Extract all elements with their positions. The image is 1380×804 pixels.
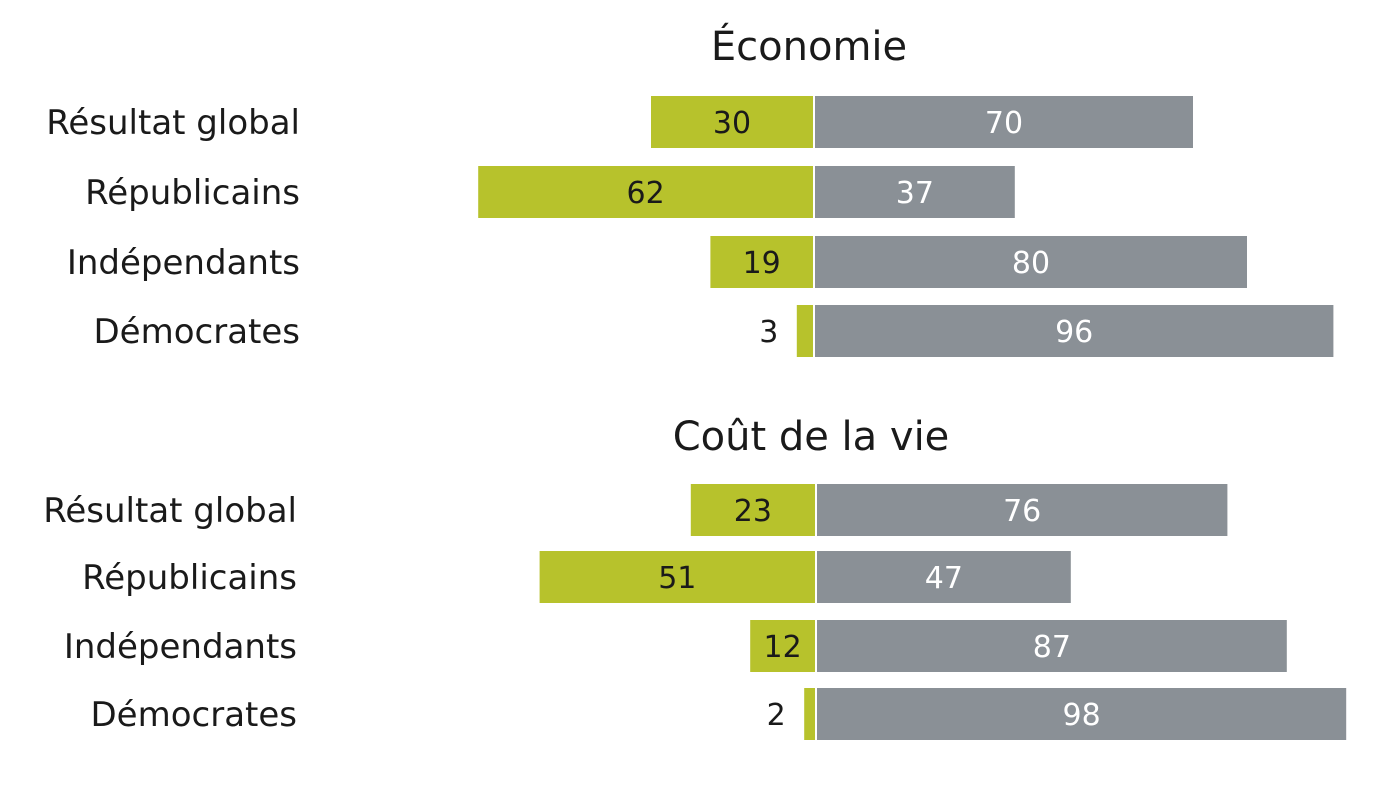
bar-left-label: 12 (764, 630, 802, 665)
category-label: Démocrates (91, 695, 298, 735)
bar-left (796, 305, 813, 357)
bar-right (817, 551, 1071, 603)
category-label: Indépendants (64, 627, 297, 667)
bar-left-label: 62 (627, 176, 665, 211)
bar-right (815, 166, 1015, 218)
bar-right-label: 80 (1012, 246, 1050, 281)
bar-right (815, 96, 1193, 148)
chart-title: Coût de la vie (673, 414, 950, 460)
category-label: Indépendants (67, 243, 300, 283)
bar-left-label: 51 (658, 561, 696, 596)
bar-right (815, 305, 1334, 357)
category-label: Résultat global (46, 103, 300, 143)
bar-left (690, 484, 815, 536)
bar-right-label: 37 (896, 176, 934, 211)
bar-right-label: 98 (1063, 698, 1101, 733)
bar-left (651, 96, 813, 148)
bar-left (750, 620, 815, 672)
bar-right-label: 47 (925, 561, 963, 596)
category-label: Républicains (82, 558, 297, 598)
chart-panel-1: Économie Résultat global 30 70 Républicains 6… (46, 22, 1334, 357)
bar-left-label: 19 (743, 246, 781, 281)
category-label: Démocrates (94, 312, 301, 352)
category-label: Républicains (85, 173, 300, 213)
bar-left-label: 23 (734, 494, 772, 529)
bar-left-label: 2 (767, 698, 786, 733)
bar-left (478, 166, 813, 218)
bar-right-label: 70 (985, 106, 1023, 141)
bar-left (804, 688, 815, 740)
chart-title: Économie (711, 22, 907, 70)
bar-right (817, 620, 1287, 672)
bar-right (817, 484, 1228, 536)
bar-right-label: 96 (1055, 315, 1093, 350)
chart-panel-2: Coût de la vie Résultat global 23 76 Républi… (43, 414, 1347, 740)
bar-left-label: 3 (759, 315, 778, 350)
bar-right-label: 87 (1033, 630, 1071, 665)
category-label: Résultat global (43, 491, 297, 531)
bar-right (817, 688, 1347, 740)
bar-left (710, 236, 813, 288)
bar-left (539, 551, 815, 603)
bar-left-label: 30 (713, 106, 751, 141)
bar-right-label: 76 (1003, 494, 1041, 529)
bar-right (815, 236, 1247, 288)
